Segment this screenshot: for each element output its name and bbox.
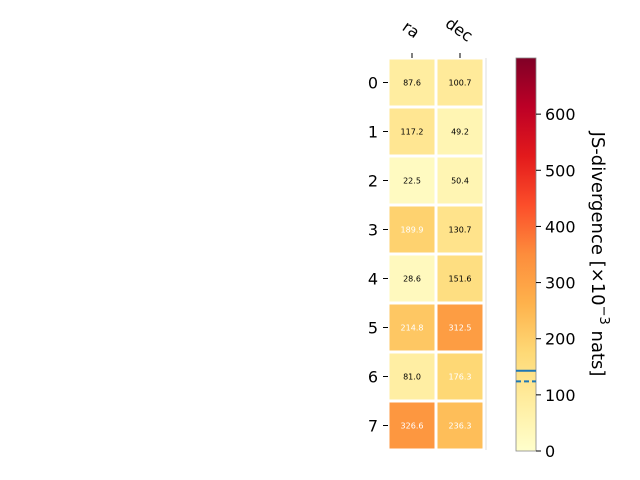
colorbar-tick-label: 0 bbox=[545, 442, 555, 461]
colorbar-tick-label: 200 bbox=[545, 330, 576, 349]
row-label: 0 bbox=[368, 74, 378, 93]
colorbar-label: JS-divergence [×10−3 nats] bbox=[587, 131, 611, 377]
heatmap-cell-label: 176.3 bbox=[449, 373, 472, 382]
heatmap-cell-label: 130.7 bbox=[449, 226, 472, 235]
heatmap-cell bbox=[437, 353, 483, 400]
heatmap-cell-label: 236.3 bbox=[449, 422, 472, 431]
heatmap-cell-label: 214.8 bbox=[401, 324, 424, 333]
colorbar-label-exponent: −3 bbox=[596, 306, 611, 325]
heatmap-cell-label: 117.2 bbox=[401, 128, 424, 137]
colorbar-tick-label: 500 bbox=[545, 161, 576, 180]
row-label: 5 bbox=[368, 319, 378, 338]
colorbar-label-suffix: nats] bbox=[587, 325, 608, 377]
heatmap-cell-label: 189.9 bbox=[401, 226, 424, 235]
heatmap-cell-label: 87.6 bbox=[403, 79, 421, 88]
heatmap-cell-label: 151.6 bbox=[449, 275, 472, 284]
row-label: 4 bbox=[368, 270, 378, 289]
colorbar-ticks: 0 100 200 300 400 500 600 bbox=[536, 105, 576, 461]
heatmap-cell-label: 100.7 bbox=[449, 79, 472, 88]
row-labels: 0 1 2 3 4 5 6 7 bbox=[368, 74, 388, 436]
heatmap-cell bbox=[389, 157, 435, 204]
column-label: ra bbox=[399, 17, 423, 42]
heatmap-cell bbox=[437, 206, 483, 253]
colorbar-tick-label: 400 bbox=[545, 217, 576, 236]
heatmap-cell-label: 312.5 bbox=[449, 324, 472, 333]
heatmap-cell bbox=[389, 255, 435, 302]
heatmap-cell bbox=[437, 304, 483, 351]
row-label: 7 bbox=[368, 417, 378, 436]
colorbar-tick-label: 100 bbox=[545, 386, 576, 405]
row-label: 2 bbox=[368, 172, 378, 191]
column-label: dec bbox=[442, 13, 476, 45]
row-label: 3 bbox=[368, 221, 378, 240]
heatmap-cell bbox=[437, 108, 483, 155]
colorbar: 0 100 200 300 400 500 600 JS-divergence [×10−3… bbox=[515, 57, 611, 461]
heatmap-cell-label: 22.5 bbox=[403, 177, 421, 186]
row-label: 6 bbox=[368, 368, 378, 387]
heatmap-cell bbox=[389, 353, 435, 400]
row-label: 1 bbox=[368, 123, 378, 142]
heatmap-cell-label: 81.0 bbox=[403, 373, 421, 382]
colorbar-gradient bbox=[515, 57, 537, 452]
heatmap-cell bbox=[437, 157, 483, 204]
heatmap-cell bbox=[437, 255, 483, 302]
heatmap-cell-label: 50.4 bbox=[451, 177, 469, 186]
heatmap-cell-label: 49.2 bbox=[451, 128, 469, 137]
heatmap-cell-label: 28.6 bbox=[403, 275, 421, 284]
colorbar-tick-label: 600 bbox=[545, 105, 576, 124]
heatmap-cell bbox=[389, 206, 435, 253]
heatmap-cell-label: 326.6 bbox=[401, 422, 424, 431]
colorbar-tick-label: 300 bbox=[545, 274, 576, 293]
heatmap-cell bbox=[389, 108, 435, 155]
heatmap-grid: 87.6 100.7 117.2 49.2 22.5 50.4 189.9 130.7 28.6… bbox=[389, 58, 487, 450]
heatmap-cell bbox=[389, 402, 435, 449]
heatmap-cell bbox=[389, 304, 435, 351]
column-labels: ra dec bbox=[399, 13, 476, 58]
heatmap-cell bbox=[437, 402, 483, 449]
heatmap-cell bbox=[389, 59, 435, 106]
heatmap-cell bbox=[437, 59, 483, 106]
colorbar-reference-lines bbox=[516, 369, 536, 383]
